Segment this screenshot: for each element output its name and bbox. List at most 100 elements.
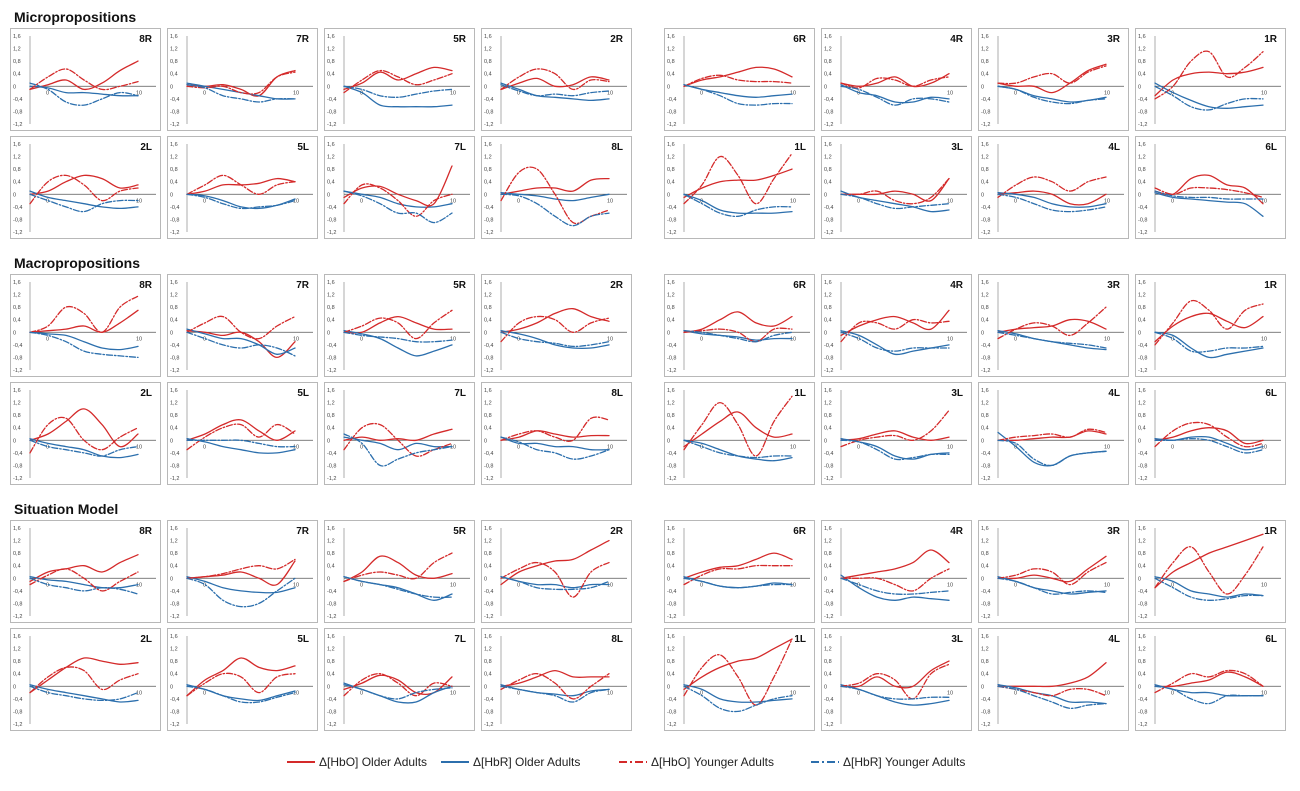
y-tick-label: 1,2 <box>170 293 178 299</box>
series-line-hbr-older <box>500 436 610 451</box>
panel-frame <box>167 28 318 131</box>
series-line-hbr-younger <box>343 684 453 700</box>
y-tick-label: 0 <box>13 576 16 582</box>
x-tick-label: 0 <box>203 336 206 342</box>
panel-5l: 1,6 1,2 0,8 0,4 0 -0,4 -0,8 -1,2 0 10 5L <box>167 136 318 239</box>
y-tick-label: 1,2 <box>981 401 989 407</box>
x-tick-label: 10 <box>1261 444 1267 450</box>
series-line-hbr-older <box>997 576 1107 595</box>
y-tick-label: 0,8 <box>667 305 675 311</box>
y-tick-label: 1,6 <box>667 526 675 532</box>
x-tick-label: 0 <box>1171 582 1174 588</box>
y-tick-label: -1,2 <box>824 722 833 728</box>
series-line-hbo-younger <box>683 327 793 343</box>
y-tick-label: -0,4 <box>13 97 22 103</box>
x-tick-label: 0 <box>360 90 363 96</box>
x-tick-label: 0 <box>517 444 520 450</box>
series-line-hbr-older <box>683 439 793 462</box>
y-tick-label: 1,2 <box>13 647 21 653</box>
y-tick-label: -0,4 <box>484 97 493 103</box>
panel-frame <box>10 382 161 485</box>
series-line-hbr-older <box>500 192 610 202</box>
panel-frame <box>481 136 632 239</box>
panel-label: 7L <box>454 634 466 645</box>
series-line-hbo-younger <box>186 558 296 579</box>
y-tick-label: 0,8 <box>484 659 492 665</box>
series-line-hbo-older <box>997 190 1107 206</box>
panel-frame <box>167 628 318 731</box>
y-tick-label: 0,4 <box>13 180 21 186</box>
x-tick-label: 0 <box>517 336 520 342</box>
y-tick-label: -0,8 <box>981 463 990 469</box>
series-line-hbr-younger <box>997 577 1107 595</box>
series-line-hbr-younger <box>1154 577 1264 601</box>
y-tick-label: 0 <box>327 330 330 336</box>
series-line-hbr-older <box>683 84 793 98</box>
y-tick-label: 0,8 <box>13 413 21 419</box>
y-tick-label: -1,2 <box>1138 230 1147 236</box>
panel-label: 1L <box>794 634 806 645</box>
y-tick-label: 1,2 <box>981 647 989 653</box>
series-line-hbr-older <box>29 684 139 703</box>
y-tick-label: 0,4 <box>170 426 178 432</box>
y-tick-label: 0,4 <box>13 564 21 570</box>
y-tick-label: 1,6 <box>484 280 492 286</box>
series-line-hbo-younger <box>1154 421 1264 448</box>
y-tick-label: -0,4 <box>484 589 493 595</box>
y-tick-label: -1,2 <box>484 122 493 128</box>
y-tick-label: -0,8 <box>1138 463 1147 469</box>
series-line-hbr-younger <box>186 331 296 357</box>
series-line-hbo-younger <box>997 685 1107 697</box>
x-tick-label: 0 <box>1171 198 1174 204</box>
series-line-hbr-younger <box>500 685 610 703</box>
y-tick-label: 1,2 <box>327 401 335 407</box>
panel-2r: 1,6 1,2 0,8 0,4 0 -0,4 -0,8 -1,2 0 10 2R <box>481 28 632 131</box>
panel-label: 3R <box>1107 280 1121 291</box>
x-tick-label: 10 <box>136 690 142 696</box>
y-tick-label: -1,2 <box>170 722 179 728</box>
legend-label: Δ[HbO] Older Adults <box>319 755 427 769</box>
x-tick-label: 10 <box>607 690 613 696</box>
y-tick-label: -0,8 <box>1138 355 1147 361</box>
y-tick-label: 0 <box>667 330 670 336</box>
y-tick-label: 0,4 <box>667 318 675 324</box>
legend-item-hbo-older: Δ[HbO] Older Adults <box>287 755 427 769</box>
legend-label: Δ[HbO] Younger Adults <box>651 755 774 769</box>
panel-3l: 1,6 1,2 0,8 0,4 0 -0,4 -0,8 -1,2 0 10 3L <box>821 628 972 731</box>
series-line-hbo-older <box>997 662 1107 688</box>
panel-frame <box>1135 382 1286 485</box>
y-tick-label: 0,8 <box>667 659 675 665</box>
panel-6l: 1,6 1,2 0,8 0,4 0 -0,4 -0,8 -1,2 0 10 6L <box>1135 382 1286 485</box>
y-tick-label: 0,8 <box>981 659 989 665</box>
y-tick-label: 0 <box>327 438 330 444</box>
y-tick-label: 0 <box>1138 576 1141 582</box>
series-line-hbo-younger <box>29 568 139 592</box>
series-line-hbo-older <box>186 419 296 441</box>
y-tick-label: -0,4 <box>1138 343 1147 349</box>
y-tick-label: -1,2 <box>1138 476 1147 482</box>
y-tick-label: -1,2 <box>13 476 22 482</box>
panel-1l: 1,6 1,2 0,8 0,4 0 -0,4 -0,8 -1,2 0 10 1L <box>664 382 815 485</box>
panel-frame <box>821 628 972 731</box>
y-tick-label: 1,6 <box>1138 34 1146 40</box>
series-line-hbo-older <box>500 669 610 687</box>
y-tick-label: 1,6 <box>981 634 989 640</box>
series-line-hbo-older <box>343 428 453 442</box>
series-line-hbo-younger <box>997 65 1107 85</box>
series-line-hbr-younger <box>840 193 950 210</box>
panel-label: 8R <box>139 526 153 537</box>
y-tick-label: 0 <box>13 330 16 336</box>
panel-label: 2R <box>610 280 624 291</box>
series-line-hbr-younger <box>683 439 793 459</box>
series-line-hbo-older <box>343 66 453 91</box>
y-tick-label: 0,4 <box>327 564 335 570</box>
x-tick-label: 0 <box>360 582 363 588</box>
x-tick-label: 10 <box>1104 444 1110 450</box>
x-tick-label: 10 <box>1261 582 1267 588</box>
y-tick-label: 0,8 <box>824 305 832 311</box>
y-tick-label: 1,2 <box>667 293 675 299</box>
series-line-hbo-older <box>29 657 139 694</box>
y-tick-label: 1,6 <box>1138 634 1146 640</box>
x-tick-label: 10 <box>293 336 299 342</box>
y-tick-label: 0 <box>13 84 16 90</box>
